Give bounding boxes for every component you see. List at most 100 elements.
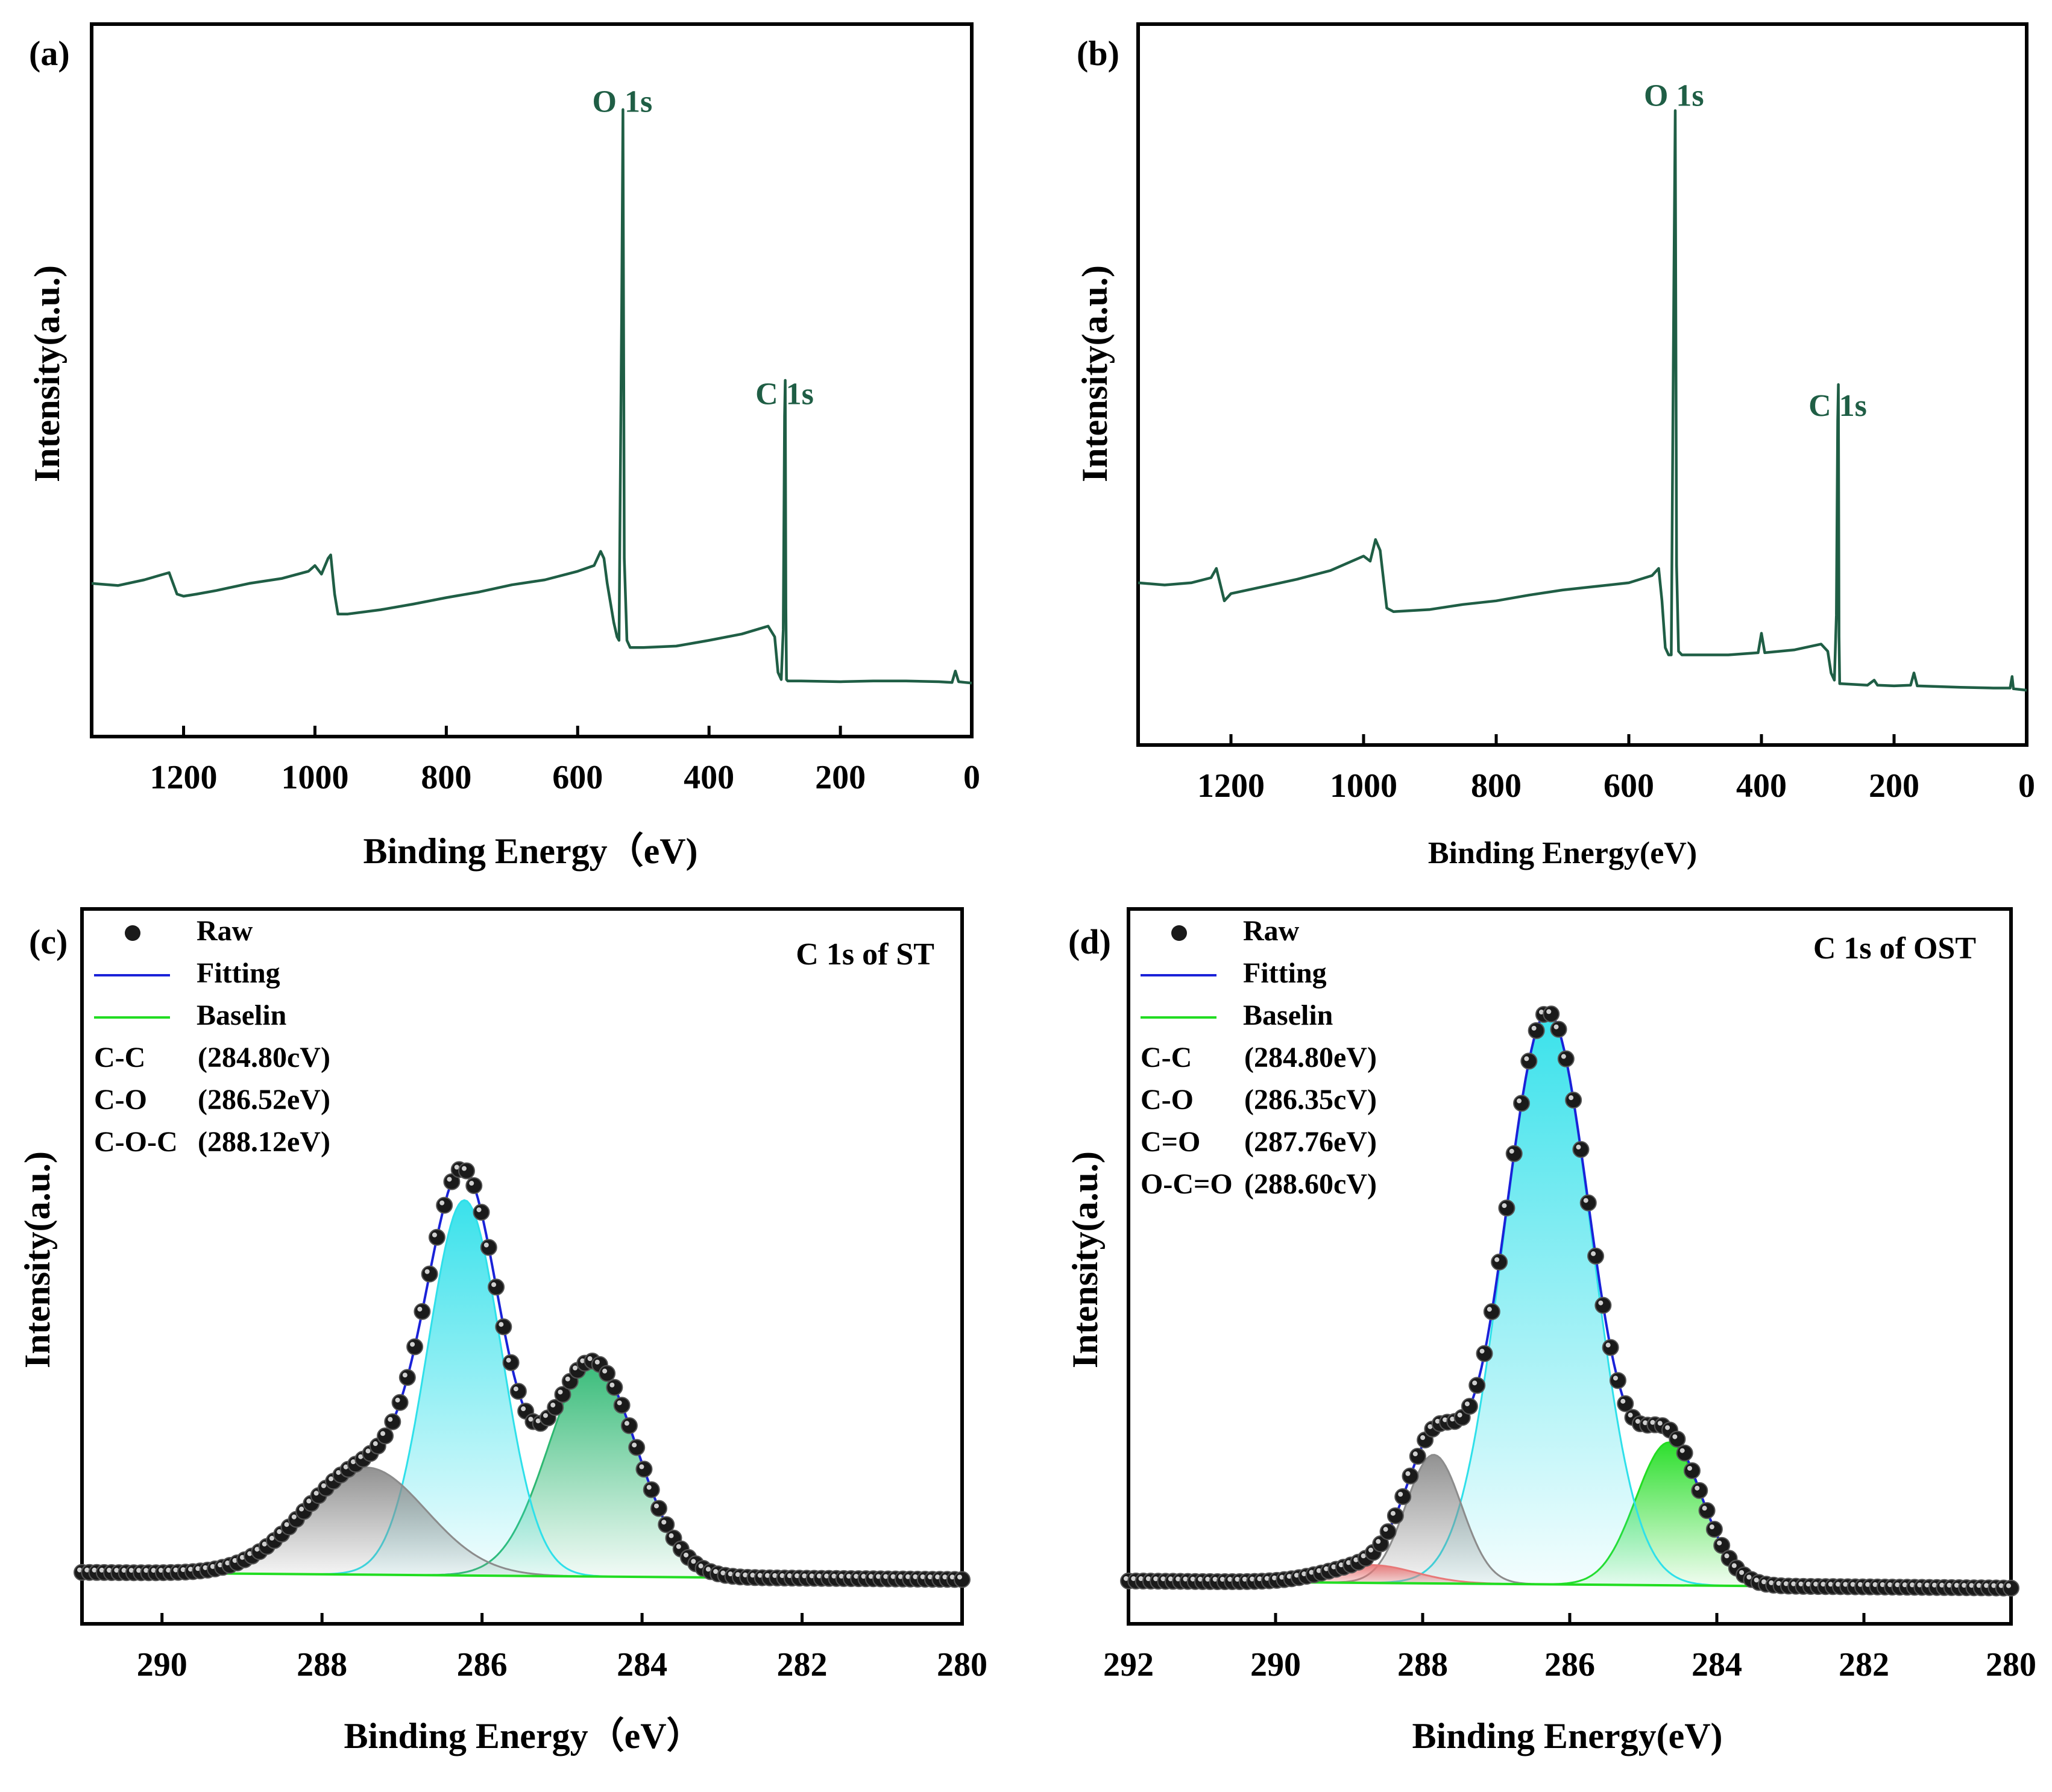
raw-data-point — [1379, 1523, 1397, 1541]
panel-c-c1s-st: (c) C 1s of ST Intensity(a.u.) Binding E… — [17, 907, 987, 1756]
component-energy: (284.80eV) — [1244, 1042, 1377, 1074]
raw-data-point-highlight — [735, 1572, 740, 1577]
y-axis-label-a: Intensity(a.u.) — [27, 265, 67, 482]
x-tick-label: 0 — [963, 759, 980, 796]
x-tick-label: 288 — [1397, 1646, 1448, 1684]
raw-data-point-highlight — [1761, 1579, 1767, 1585]
raw-data-point-highlight — [1235, 1576, 1240, 1582]
x-axis-label-b: Binding Energy(eV) — [1428, 836, 1697, 870]
raw-data-point-highlight — [1190, 1576, 1195, 1582]
raw-data-point — [1505, 1145, 1523, 1162]
raw-data-point-highlight — [306, 1498, 312, 1504]
raw-data-point — [509, 1383, 527, 1400]
raw-data-point-highlight — [1183, 1576, 1188, 1582]
raw-data-point-highlight — [543, 1413, 548, 1418]
legend-label: Fitting — [197, 957, 280, 989]
raw-data-point-highlight — [1931, 1582, 1937, 1588]
plot-frame — [90, 22, 974, 738]
raw-data-point-highlight — [898, 1574, 903, 1579]
x-axis-label-a: Binding Energy（eV) — [363, 831, 697, 871]
raw-data-point-highlight — [1324, 1566, 1329, 1571]
raw-data-point-highlight — [410, 1342, 415, 1347]
raw-data-point — [406, 1338, 424, 1356]
raw-data-point — [1394, 1488, 1412, 1505]
x-tick-label: 282 — [777, 1646, 828, 1684]
raw-data-point-highlight — [1524, 1056, 1529, 1061]
y-axis-label-d: Intensity(a.u.) — [1065, 1151, 1105, 1368]
raw-data-point — [465, 1177, 483, 1195]
raw-data-point-highlight — [218, 1562, 223, 1568]
raw-data-point-highlight — [1791, 1581, 1796, 1586]
raw-data-point-highlight — [343, 1464, 348, 1470]
raw-data-point-highlight — [1917, 1582, 1922, 1588]
raw-data-point-highlight — [691, 1559, 696, 1564]
raw-data-point-highlight — [277, 1529, 282, 1535]
raw-data-point-highlight — [1383, 1527, 1388, 1532]
raw-data-point — [1409, 1448, 1426, 1465]
raw-data-point-highlight — [424, 1269, 430, 1274]
raw-data-point-highlight — [1880, 1582, 1885, 1588]
raw-data-point-highlight — [1153, 1576, 1159, 1582]
raw-data-point — [1691, 1482, 1708, 1499]
component-name: C-O — [94, 1084, 147, 1116]
raw-data-point-highlight — [646, 1485, 652, 1490]
raw-data-point-highlight — [1368, 1547, 1373, 1553]
raw-data-point — [1543, 1005, 1560, 1023]
panel-label-d: (d) — [1068, 922, 1111, 961]
legend-label: Fitting — [1243, 957, 1327, 989]
raw-data-point-highlight — [816, 1573, 822, 1579]
peak-fill-c-o — [1128, 1012, 2011, 1588]
raw-data-point-highlight — [1517, 1098, 1522, 1104]
raw-data-point-highlight — [1887, 1582, 1893, 1588]
panel-a-survey: (a) Intensity(a.u.) Binding Energy（eV) 1… — [27, 22, 980, 871]
raw-data-point — [502, 1354, 520, 1371]
chart-title-c: C 1s of ST — [796, 937, 934, 972]
legend-label: Baselin — [1243, 999, 1333, 1031]
raw-data-point-highlight — [388, 1416, 393, 1422]
raw-data-point-highlight — [676, 1544, 681, 1549]
x-tick-label: 282 — [1839, 1646, 1889, 1684]
raw-data-point-highlight — [580, 1358, 585, 1363]
raw-data-point-highlight — [1398, 1491, 1403, 1497]
raw-data-point — [620, 1417, 638, 1435]
component-energy: (286.35cV) — [1244, 1084, 1377, 1116]
raw-data-point-highlight — [883, 1574, 889, 1579]
raw-data-point-highlight — [839, 1573, 844, 1579]
raw-data-point-highlight — [1813, 1582, 1819, 1587]
raw-data-point — [1402, 1467, 1419, 1485]
raw-data-point-highlight — [180, 1567, 186, 1573]
component-name: C-O — [1141, 1084, 1194, 1116]
raw-data-point-highlight — [1828, 1582, 1833, 1587]
raw-data-point-highlight — [890, 1574, 896, 1579]
raw-data-point-highlight — [617, 1400, 622, 1406]
raw-data-point-highlight — [1435, 1418, 1440, 1424]
raw-data-point-highlight — [380, 1431, 386, 1436]
raw-data-point-highlight — [254, 1547, 260, 1552]
raw-data-point-highlight — [513, 1386, 518, 1392]
raw-data-point-highlight — [1620, 1398, 1626, 1404]
raw-data-point-highlight — [587, 1356, 593, 1362]
raw-data-point-highlight — [1702, 1506, 1707, 1511]
raw-data-point — [1579, 1194, 1597, 1212]
raw-data-point — [1468, 1377, 1486, 1394]
raw-data-point-highlight — [92, 1567, 97, 1573]
raw-data-point — [643, 1481, 660, 1498]
raw-data-point-highlight — [1998, 1583, 2004, 1588]
legend-raw-marker — [125, 925, 140, 941]
raw-data-point-highlight — [432, 1232, 437, 1237]
raw-data-point-highlight — [166, 1567, 171, 1573]
raw-data-point-highlight — [365, 1448, 371, 1454]
raw-data-point-highlight — [1286, 1574, 1292, 1579]
raw-data-point-highlight — [705, 1567, 711, 1572]
raw-data-point-highlight — [99, 1567, 104, 1573]
raw-data-point — [1550, 1020, 1567, 1038]
y-axis-label-b: Intensity(a.u.) — [1075, 265, 1115, 482]
raw-data-point-highlight — [913, 1574, 918, 1579]
raw-data-point-highlight — [1754, 1577, 1759, 1583]
raw-data-point-highlight — [957, 1574, 962, 1580]
raw-data-point-highlight — [1242, 1576, 1247, 1582]
raw-data-point-highlight — [1464, 1401, 1470, 1407]
raw-data-point-highlight — [1443, 1417, 1448, 1423]
peak-fill-c-o-c — [82, 1467, 962, 1580]
raw-data-point — [488, 1278, 505, 1296]
